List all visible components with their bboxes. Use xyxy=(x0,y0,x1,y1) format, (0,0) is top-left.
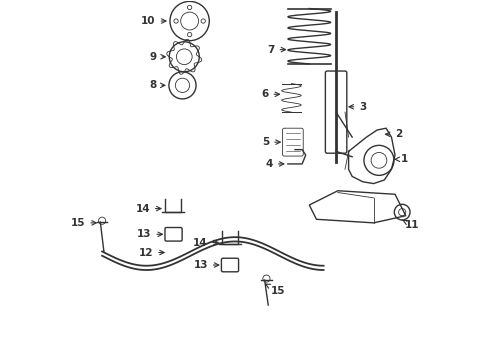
Text: 15: 15 xyxy=(71,218,97,228)
Text: 2: 2 xyxy=(386,129,402,139)
Text: 6: 6 xyxy=(261,89,280,99)
Text: 5: 5 xyxy=(262,137,280,147)
Text: 12: 12 xyxy=(139,248,164,257)
Text: 13: 13 xyxy=(137,229,162,239)
Text: 8: 8 xyxy=(149,80,165,90)
Text: 9: 9 xyxy=(149,52,165,62)
Text: 10: 10 xyxy=(141,16,166,26)
Text: 11: 11 xyxy=(402,220,419,230)
Text: 4: 4 xyxy=(266,159,284,169)
Text: 1: 1 xyxy=(394,154,408,164)
Text: 13: 13 xyxy=(194,260,219,270)
Text: 7: 7 xyxy=(267,45,286,55)
Text: 14: 14 xyxy=(135,203,161,213)
Text: 3: 3 xyxy=(349,102,367,112)
Text: 15: 15 xyxy=(266,284,286,296)
Text: 14: 14 xyxy=(193,238,218,248)
